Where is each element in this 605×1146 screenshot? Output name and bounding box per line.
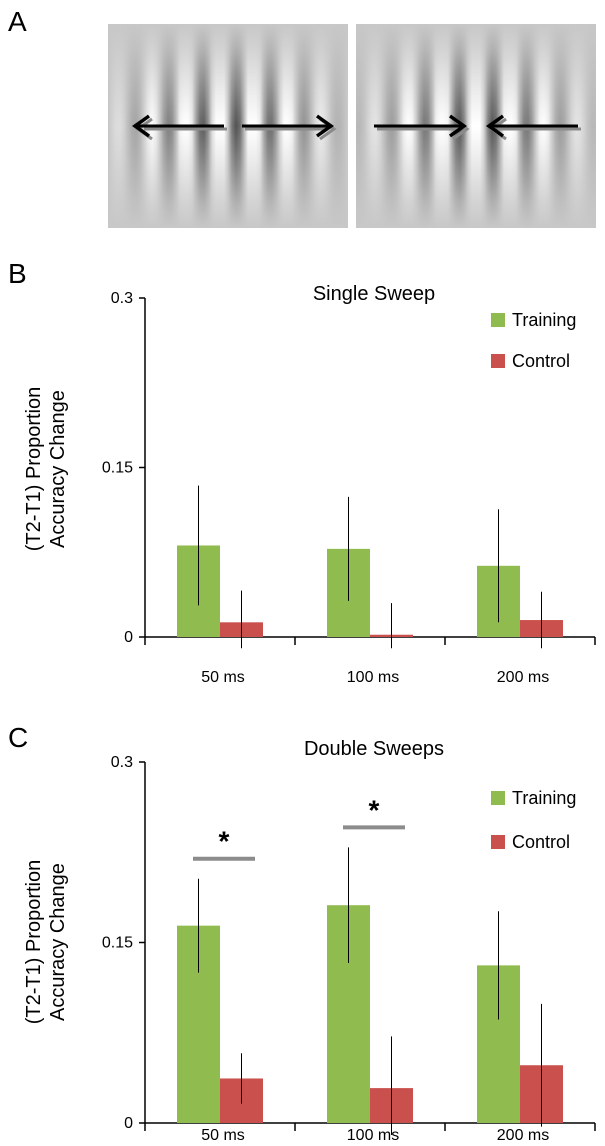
y-tick-label: 0.3 — [111, 754, 133, 771]
stimulus-outward-arrows — [108, 24, 348, 228]
chart-single-sweep: Single Sweep (T2-T1) Proportion Accuracy C… — [0, 270, 605, 710]
x-category-label: 50 ms — [201, 1127, 245, 1144]
y-axis-title-line: (T2-T1) Proportion — [23, 860, 45, 1025]
x-category-label: 200 ms — [497, 669, 549, 686]
y-tick-label: 0.15 — [102, 460, 133, 477]
y-tick-label: 0 — [124, 629, 133, 646]
x-category-label: 50 ms — [201, 669, 245, 686]
legend-label-training: Training — [512, 788, 576, 808]
gabor-svg — [356, 24, 596, 228]
chart-double-sweeps-svg: Double Sweeps (T2-T1) Proportion Accuracy … — [23, 738, 596, 1144]
arrow-head-icon — [315, 114, 335, 138]
y-axis-title-line: Accuracy Change — [47, 390, 69, 548]
chart-double-sweeps: Double Sweeps (T2-T1) Proportion Accuracy … — [0, 735, 605, 1146]
panel-label-a: A — [8, 6, 27, 37]
chart-title: Single Sweep — [313, 283, 435, 305]
y-tick-label: 0 — [124, 1115, 133, 1132]
x-category-label: 100 ms — [347, 669, 399, 686]
chart-single-sweep-svg: Single Sweep (T2-T1) Proportion Accuracy C… — [23, 283, 596, 686]
stimulus-inward-arrows — [356, 24, 596, 228]
legend-swatch-control — [491, 354, 505, 368]
gabor-svg — [108, 24, 348, 228]
arrow-head-icon — [131, 114, 151, 138]
y-axis-title: (T2-T1) Proportion Accuracy Change — [23, 387, 69, 552]
y-axis-title: (T2-T1) Proportion Accuracy Change — [23, 860, 69, 1025]
x-category-label: 100 ms — [347, 1127, 399, 1144]
y-tick-label: 0.15 — [102, 935, 133, 952]
chart-title: Double Sweeps — [304, 738, 444, 760]
panel-label-b: B — [8, 258, 27, 289]
legend-swatch-training — [491, 791, 505, 805]
legend-swatch-control — [491, 835, 505, 849]
y-axis-title-line: (T2-T1) Proportion — [23, 387, 45, 552]
legend-label-control: Control — [512, 351, 570, 371]
x-category-label: 200 ms — [497, 1127, 549, 1144]
arrow-head-icon — [485, 114, 505, 138]
y-axis-title-line: Accuracy Change — [47, 863, 69, 1021]
legend-label-control: Control — [512, 832, 570, 852]
legend-swatch-training — [491, 313, 505, 327]
y-tick-label: 0.3 — [111, 290, 133, 307]
legend-label-training: Training — [512, 310, 576, 330]
significance-star: * — [369, 794, 380, 825]
arrow-head-icon — [448, 114, 468, 138]
significance-star: * — [219, 826, 230, 857]
panel-label-c: C — [8, 722, 29, 753]
